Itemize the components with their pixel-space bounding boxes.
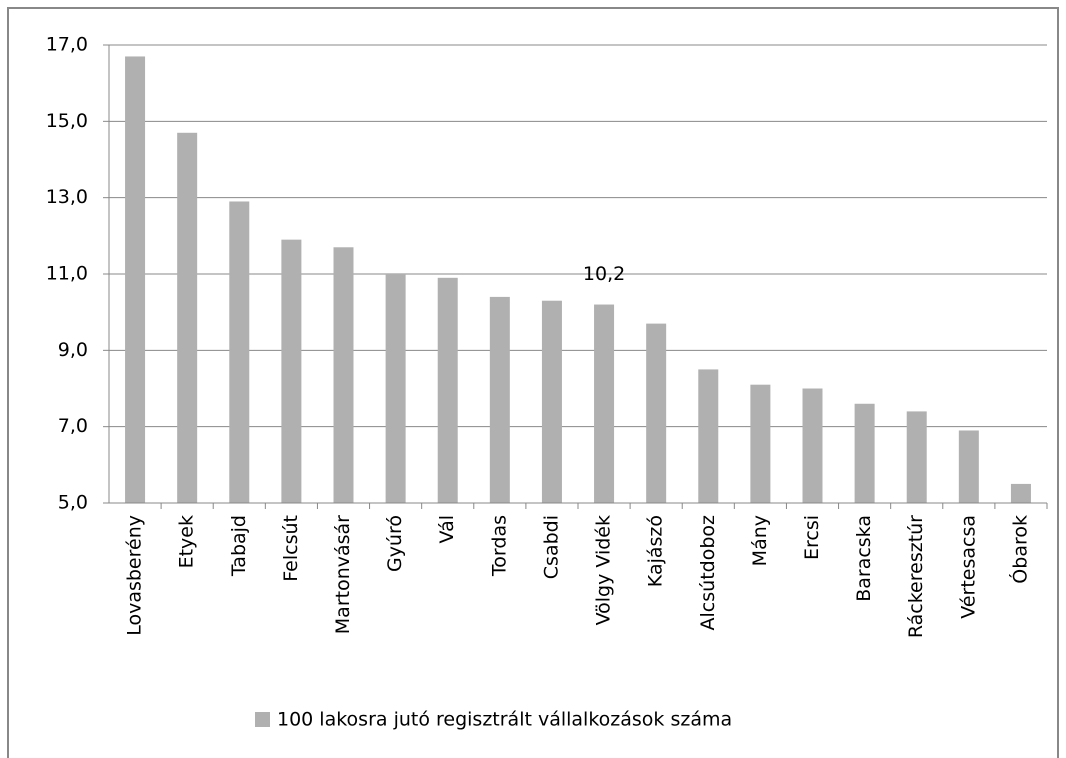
bar: [958, 430, 979, 503]
y-tick-label: 5,0: [58, 492, 88, 514]
bar: [541, 300, 562, 503]
bar: [698, 369, 719, 503]
x-tick-label: Baracska: [853, 515, 875, 602]
y-tick-label: 17,0: [46, 34, 88, 56]
bar: [333, 247, 354, 503]
chart-border: [7, 7, 1059, 758]
x-tick-label: Tordas: [488, 515, 510, 577]
bar: [646, 323, 667, 503]
data-label: 10,2: [583, 263, 625, 285]
x-tick-label: Etyek: [176, 515, 198, 568]
bar: [177, 132, 198, 504]
bar: [854, 403, 875, 503]
bar: [385, 274, 406, 503]
x-tick-label: Ercsi: [801, 515, 823, 560]
bar: [594, 304, 615, 503]
x-tick-label: Lovasberény: [124, 515, 146, 636]
legend-label: 100 lakosra jutó regisztrált vállalkozás…: [277, 709, 732, 731]
bar: [229, 201, 250, 503]
y-tick-label: 7,0: [58, 415, 88, 437]
x-tick-label: Tabajd: [228, 515, 250, 577]
x-tick-label: Felcsút: [280, 515, 302, 582]
legend-swatch: [255, 712, 270, 727]
x-tick-label: Gyúró: [384, 515, 406, 572]
bar: [750, 384, 771, 503]
x-tick-label: Völgy Vidék: [593, 515, 615, 625]
bar: [125, 56, 146, 503]
x-tick-label: Vál: [436, 515, 458, 543]
x-tick-label: Vértesacsa: [957, 515, 979, 619]
y-tick-label: 11,0: [46, 263, 88, 285]
bar: [489, 296, 510, 503]
bar: [1010, 483, 1031, 503]
bar: [802, 388, 823, 503]
y-tick-label: 9,0: [58, 339, 88, 361]
x-tick-label: Martonvásár: [332, 515, 354, 634]
x-tick-label: Alcsútdoboz: [697, 515, 719, 630]
y-tick-label: 15,0: [46, 110, 88, 132]
x-tick-label: Óbarok: [1007, 515, 1031, 584]
x-tick-label: Csabdi: [540, 515, 562, 579]
y-tick-label: 13,0: [46, 186, 88, 208]
bar: [437, 277, 458, 503]
x-tick-label: Kajászó: [645, 515, 667, 587]
x-tick-label: Ráckeresztúr: [905, 515, 927, 638]
bar: [906, 411, 927, 503]
x-tick-label: Mány: [749, 515, 771, 566]
bar: [281, 239, 302, 503]
